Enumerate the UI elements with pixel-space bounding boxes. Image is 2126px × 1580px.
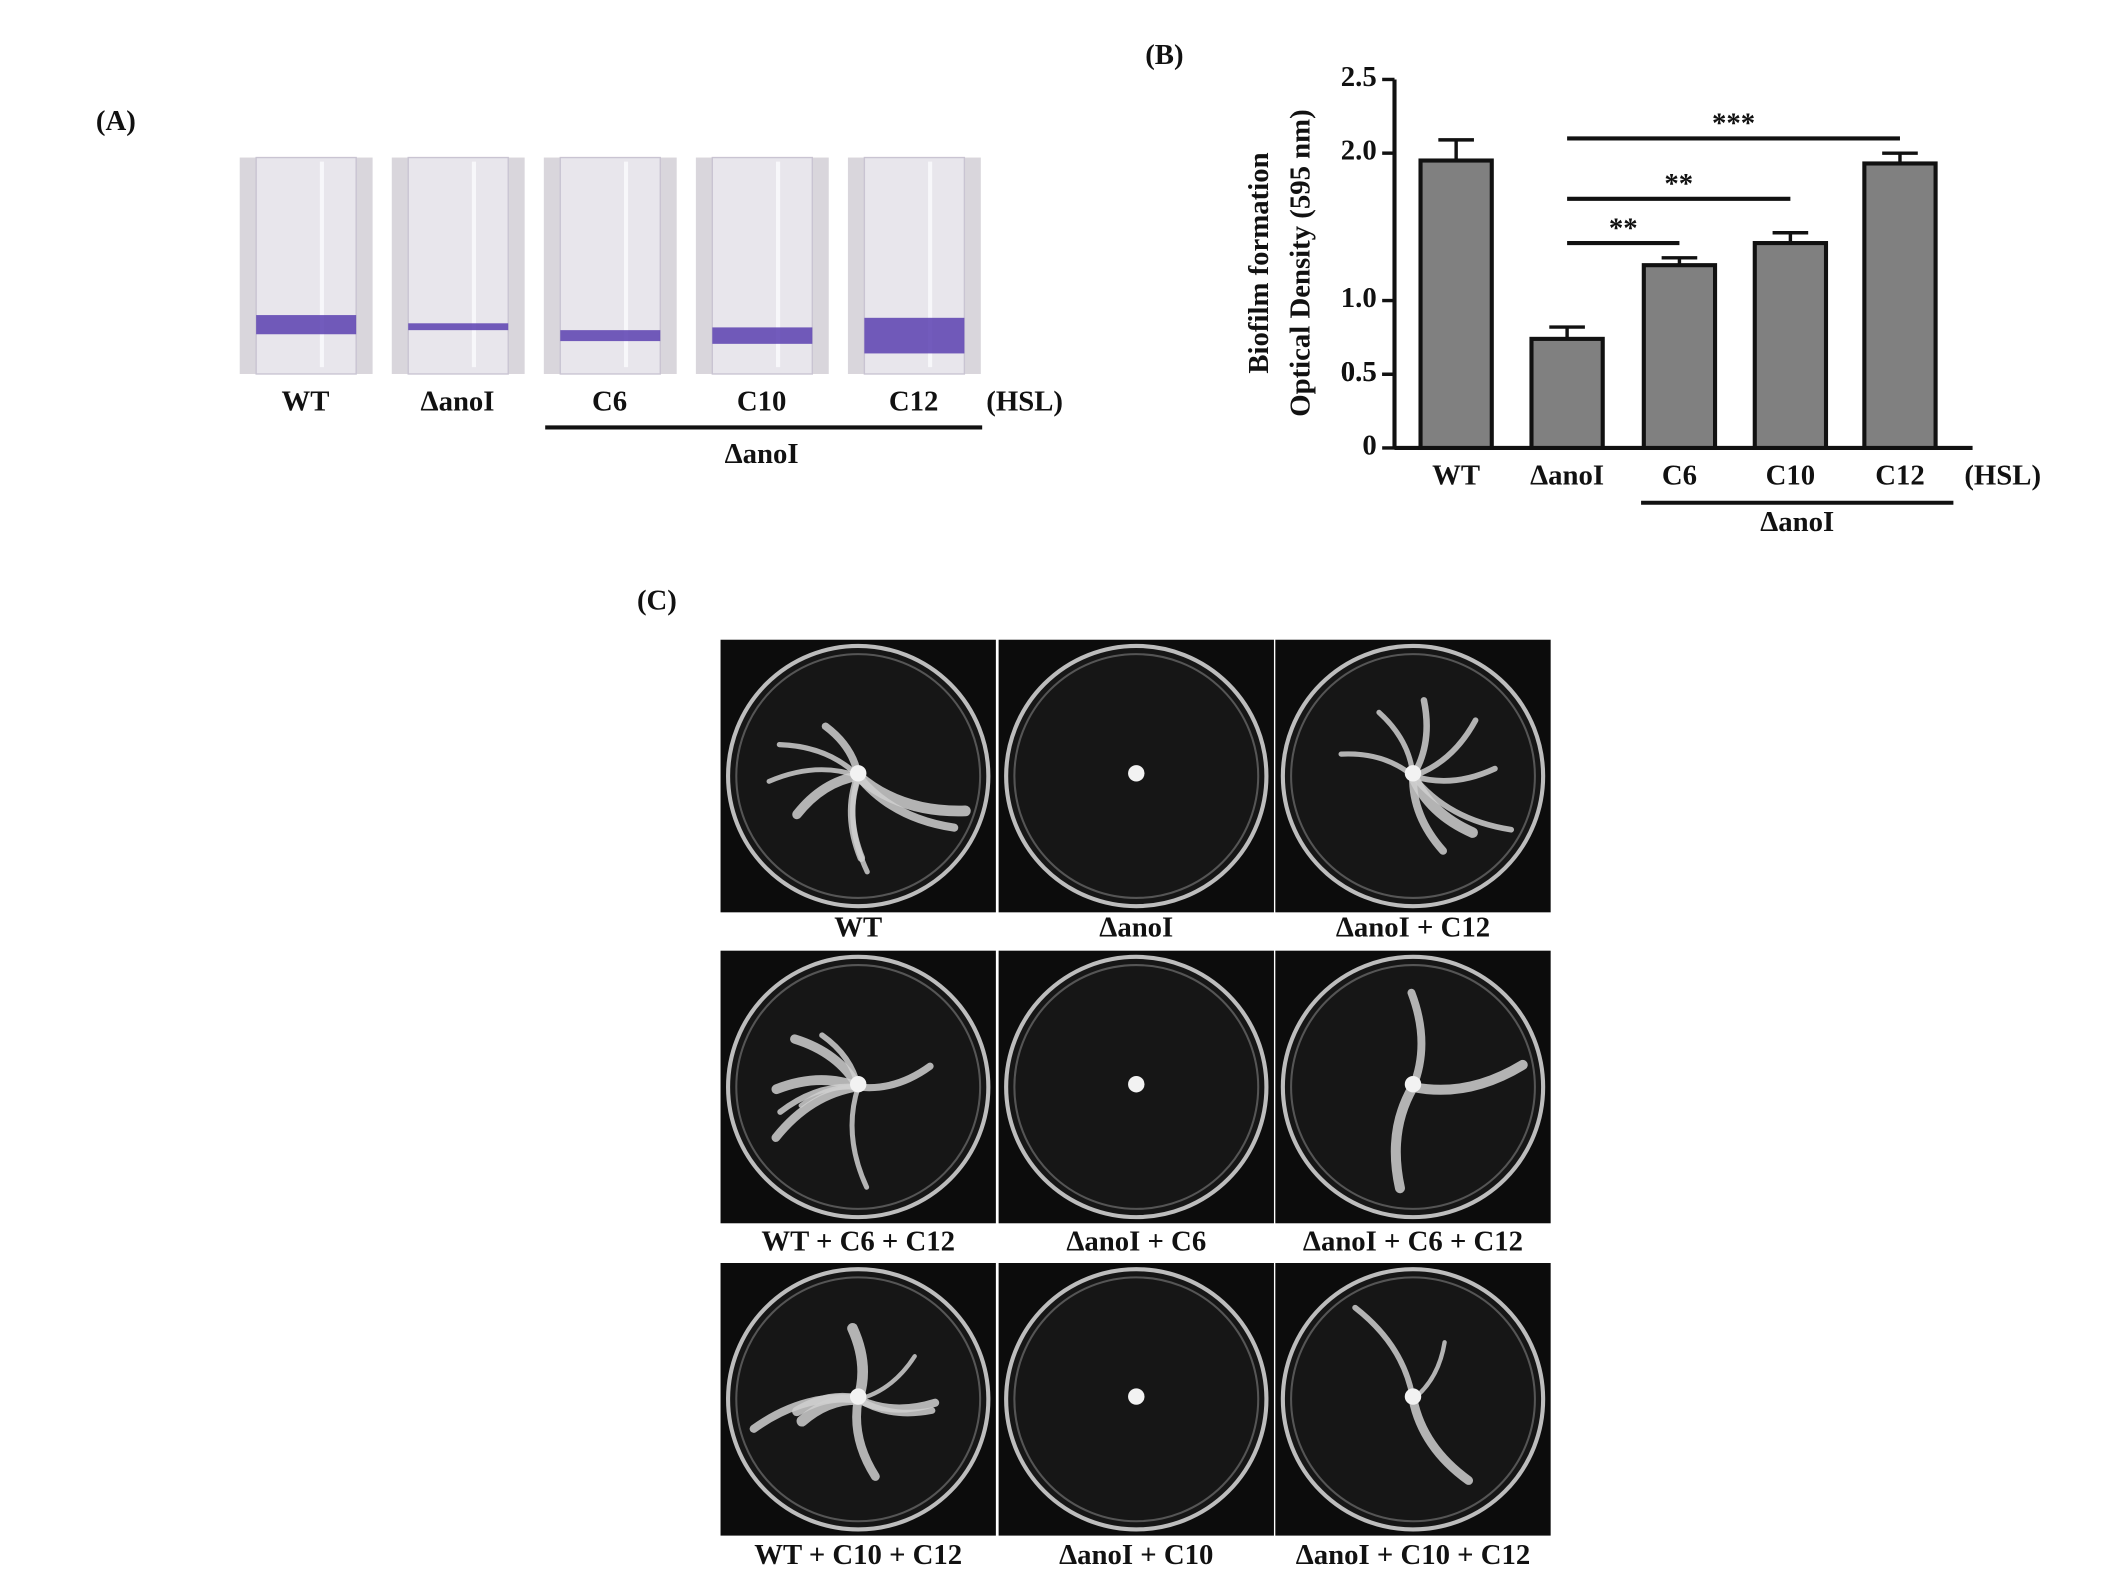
tube-label: WT xyxy=(282,386,330,418)
y-axis-label: Biofilm formation xyxy=(1243,152,1275,373)
x-tick-label: WT xyxy=(1432,460,1480,492)
inoculum xyxy=(1404,1076,1422,1093)
y-tick-label: 2.5 xyxy=(1341,61,1377,93)
y-tick-label: 0.5 xyxy=(1341,356,1377,388)
plate-rim xyxy=(1013,964,1260,1210)
bar xyxy=(1641,263,1718,451)
stain-band xyxy=(408,323,509,331)
inoculum xyxy=(1404,1388,1422,1405)
swarm-tendril xyxy=(1407,1059,1528,1095)
swarm-tendril xyxy=(850,773,870,875)
inoculum xyxy=(1128,1388,1145,1405)
swarm-tendril xyxy=(777,1083,862,1115)
swarm-tendril xyxy=(852,770,971,817)
plate-label: ΔanoI + C10 + C12 xyxy=(1296,1539,1530,1571)
plate-label: WT + C10 + C12 xyxy=(754,1539,962,1571)
stain-band xyxy=(712,327,813,344)
plate-label: ΔanoI xyxy=(1099,912,1173,944)
swarm-tendril xyxy=(852,1394,880,1481)
swarm-tendril xyxy=(1409,772,1448,855)
swarm-tendril xyxy=(854,1395,940,1413)
swarm-tendril xyxy=(1352,1304,1416,1403)
swarm-tendril xyxy=(1410,773,1515,833)
plate-rim xyxy=(735,653,982,899)
plate-label: ΔanoI + C12 xyxy=(1336,912,1490,944)
swarm-tendril xyxy=(1408,1394,1474,1485)
x-tick-label: C12 xyxy=(1875,460,1925,492)
plate-label: WT + C6 + C12 xyxy=(761,1225,955,1257)
tube-label: C10 xyxy=(737,386,787,418)
plate-rim xyxy=(1290,964,1536,1210)
x-tick-label: ΔanoI xyxy=(1530,460,1604,492)
y-tick-label: 2.0 xyxy=(1341,135,1377,167)
plate-label: ΔanoI + C6 xyxy=(1066,1225,1206,1257)
significance-label: *** xyxy=(1712,108,1755,140)
stain-band xyxy=(560,330,661,342)
y-tick-label: 1.0 xyxy=(1341,282,1377,314)
plate-rim xyxy=(1013,653,1260,899)
plate-rim xyxy=(1290,653,1536,899)
plate-label: ΔanoI + C6 + C12 xyxy=(1303,1225,1523,1257)
suffix-label: (HSL) xyxy=(986,386,1063,418)
x-tick-label: C10 xyxy=(1766,460,1816,492)
y-axis-label: Optical Density (595 nm) xyxy=(1284,109,1316,416)
tube-glass xyxy=(559,156,661,375)
bar xyxy=(1529,336,1605,451)
suffix-label: (HSL) xyxy=(1964,460,2041,492)
swarm-tendril xyxy=(1410,765,1498,784)
swarm-tendril xyxy=(1390,1081,1418,1194)
group-label: ΔanoI xyxy=(1760,506,1834,538)
bar xyxy=(1418,158,1494,451)
tube-glass xyxy=(407,156,509,375)
panel-label: (B) xyxy=(1145,39,1183,71)
plate-label: ΔanoI + C10 xyxy=(1059,1539,1213,1571)
significance-label: ** xyxy=(1664,168,1693,200)
bar xyxy=(1862,161,1938,451)
plate-rim xyxy=(1290,1276,1536,1523)
x-tick-label: C6 xyxy=(1662,460,1697,492)
y-tick-label: 0.5 xyxy=(1341,356,1377,388)
tube-label: C12 xyxy=(889,386,939,418)
panel-label: (C) xyxy=(637,584,677,616)
tube-label: C6 xyxy=(592,386,627,418)
significance-label: ** xyxy=(1609,212,1638,244)
y-tick-label: 0 xyxy=(1362,430,1376,462)
tube-label: ΔanoI xyxy=(421,386,495,418)
inoculum xyxy=(1128,1076,1145,1093)
swarm-tendril xyxy=(849,1084,870,1190)
bar xyxy=(1752,241,1829,451)
plate-rim xyxy=(1013,1276,1260,1523)
inoculum xyxy=(1128,765,1145,782)
plate-rim xyxy=(735,1276,982,1523)
inoculum xyxy=(849,1076,867,1093)
inoculum xyxy=(1404,765,1422,782)
stain-band xyxy=(256,315,357,335)
plate-label: WT xyxy=(834,912,882,944)
plate-rim xyxy=(735,964,982,1210)
stain-band xyxy=(864,317,965,354)
tube-glass xyxy=(255,156,357,375)
inoculum xyxy=(849,1388,867,1405)
inoculum xyxy=(849,765,867,782)
group-label: ΔanoI xyxy=(725,438,799,470)
panel-label: (A) xyxy=(96,105,136,137)
